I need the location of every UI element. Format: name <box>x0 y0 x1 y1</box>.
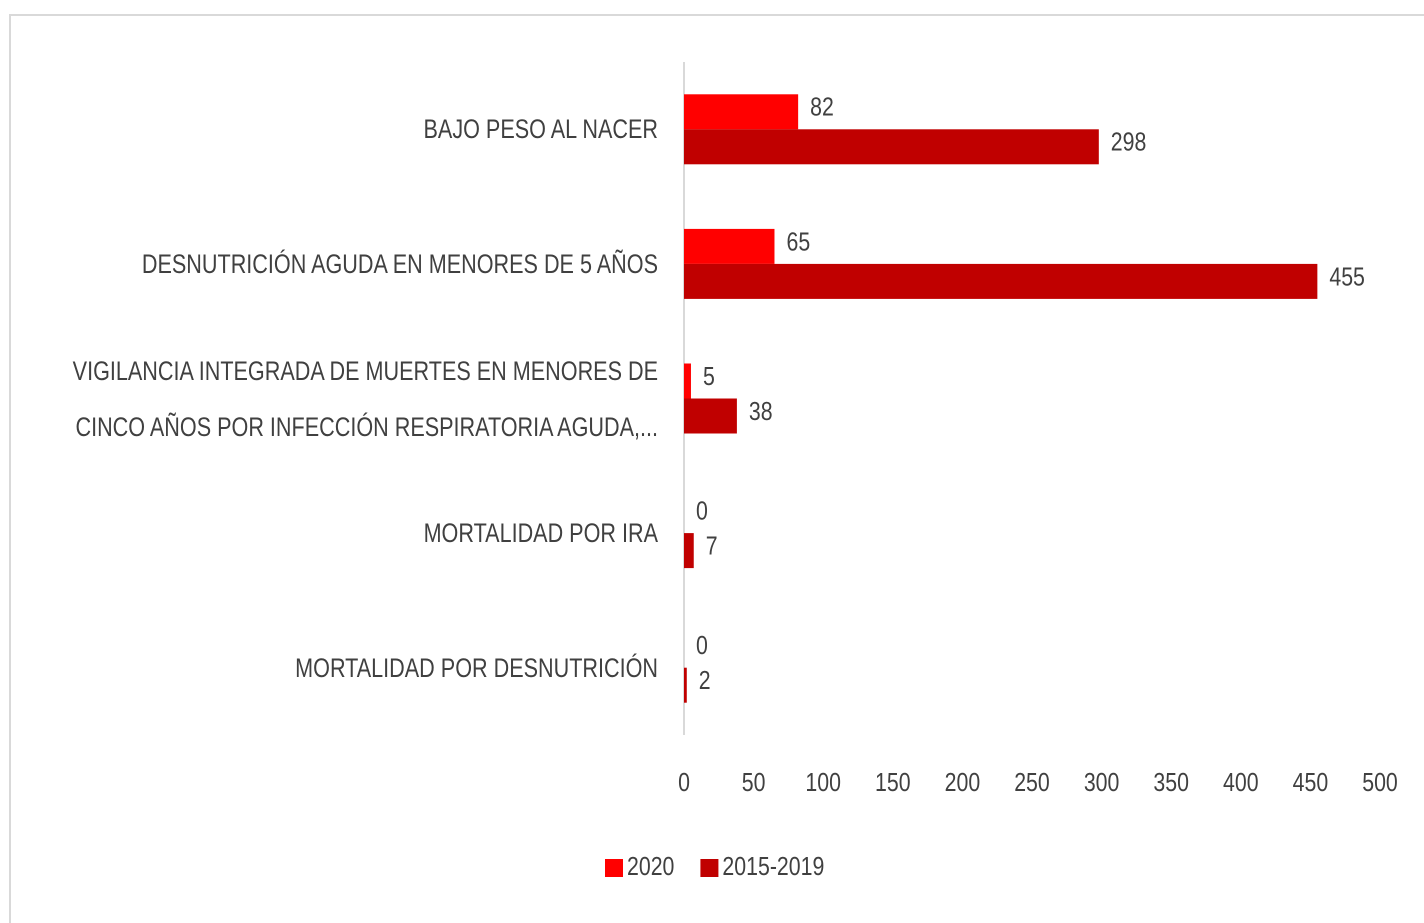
legend-swatch <box>700 859 719 877</box>
x-tick-label: 200 <box>945 768 981 798</box>
bar <box>684 363 691 399</box>
bar <box>684 228 775 264</box>
x-tick-label: 50 <box>742 768 766 798</box>
bar <box>684 263 1318 299</box>
value-label: 2 <box>699 666 711 696</box>
value-label: 455 <box>1329 262 1365 292</box>
x-tick-label: 100 <box>805 768 841 798</box>
x-tick-label: 500 <box>1362 768 1398 798</box>
category-label: VIGILANCIA INTEGRADA DE MUERTES EN MENOR… <box>72 355 659 442</box>
legend-label: 2015-2019 <box>722 852 824 882</box>
value-label: 7 <box>706 532 718 562</box>
bar <box>684 667 687 703</box>
bar <box>684 129 1099 165</box>
bar <box>684 533 694 569</box>
x-tick-label: 400 <box>1223 768 1259 798</box>
legend-label: 2020 <box>627 852 674 882</box>
category-label: MORTALIDAD POR DESNUTRICIÓN <box>295 652 658 683</box>
bar <box>684 398 737 434</box>
category-label: DESNUTRICIÓN AGUDA EN MENORES DE 5 AÑOS <box>141 248 658 279</box>
x-tick-label: 150 <box>875 768 911 798</box>
value-label: 82 <box>810 93 834 123</box>
x-tick-label: 250 <box>1014 768 1050 798</box>
value-label: 0 <box>696 497 708 527</box>
x-tick-label: 350 <box>1153 768 1189 798</box>
category-label: MORTALIDAD POR IRA <box>423 518 658 549</box>
value-label: 38 <box>749 397 773 427</box>
value-label: 65 <box>786 227 810 257</box>
bar <box>684 94 799 130</box>
value-label: 5 <box>703 362 715 392</box>
value-label: 0 <box>696 631 708 661</box>
frame <box>9 14 1424 923</box>
x-tick-label: 0 <box>678 768 690 798</box>
x-tick-label: 450 <box>1293 768 1329 798</box>
x-tick-label: 300 <box>1084 768 1120 798</box>
value-label: 298 <box>1111 128 1147 158</box>
category-label: BAJO PESO AL NACER <box>423 114 658 145</box>
legend-swatch <box>605 859 623 877</box>
